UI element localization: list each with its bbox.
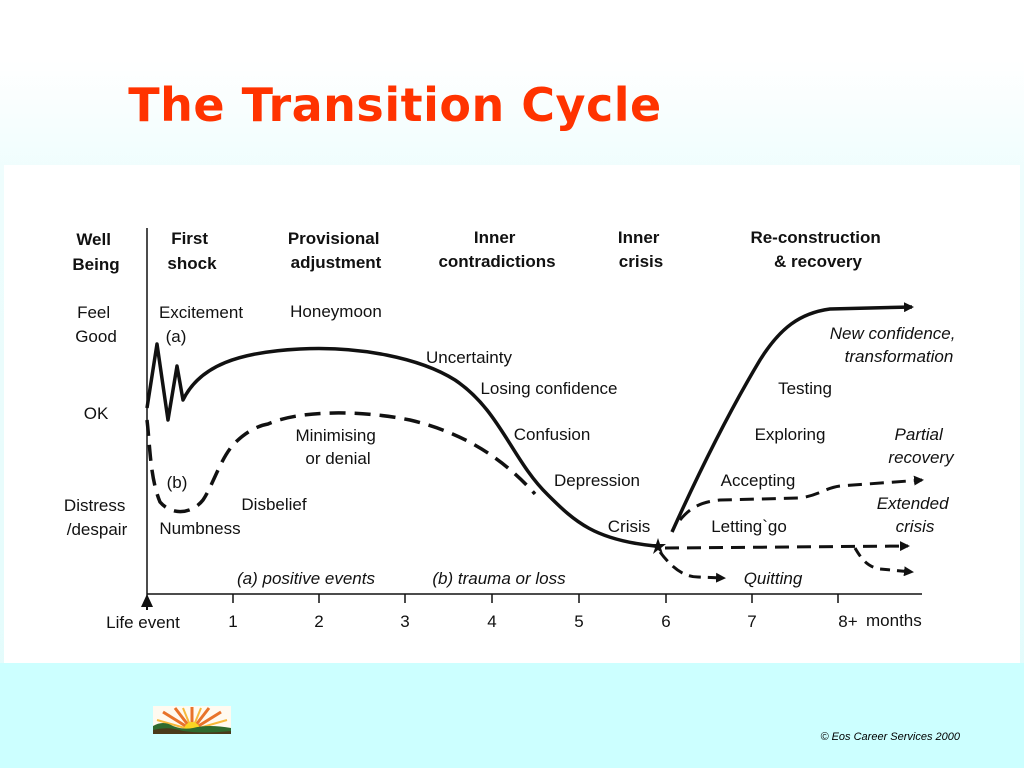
- level-ok: OK: [84, 404, 109, 423]
- x-tick-4: 4: [487, 612, 496, 631]
- curve-trauma-loss: [145, 411, 537, 514]
- label-uncertainty: Uncertainty: [426, 348, 512, 367]
- copyright-notice: © Eos Career Services 2000: [820, 731, 960, 743]
- stage-header-inner-contradictions: Inner contradictions: [438, 228, 555, 271]
- level-feel-good: Feel Good: [75, 303, 117, 346]
- label-excitement: Excitement: [159, 303, 243, 322]
- x-axis-ticks: [232, 594, 839, 603]
- path-extended-crisis: [664, 541, 910, 552]
- x-axis-start-label: Life event: [106, 613, 180, 632]
- legend-positive-events: (a) positive events: [237, 569, 375, 588]
- label-b: (b): [167, 473, 188, 492]
- path-partial-recovery: [678, 475, 924, 521]
- life-event-arrow-icon: [141, 594, 153, 607]
- label-confusion: Confusion: [514, 425, 591, 444]
- path-extended-crisis-drop: [853, 547, 914, 577]
- label-accepting: Accepting: [721, 471, 796, 490]
- label-losing-confidence: Losing confidence: [480, 379, 617, 398]
- curve-positive-events: [145, 342, 656, 548]
- axis-title: Well Being: [72, 230, 119, 274]
- label-partial-recovery: Partial recovery: [888, 425, 955, 467]
- x-axis-unit: months: [866, 611, 922, 630]
- x-tick-8plus: 8+: [838, 612, 857, 631]
- x-tick-3: 3: [400, 612, 409, 631]
- diagram-panel: [4, 165, 1020, 663]
- stage-header-reconstruction: Re-construction & recovery: [750, 228, 885, 271]
- x-tick-5: 5: [574, 612, 583, 631]
- x-tick-2: 2: [314, 612, 323, 631]
- label-a: (a): [166, 327, 187, 346]
- label-exploring: Exploring: [755, 425, 826, 444]
- path-quitting: [658, 551, 726, 583]
- label-crisis: Crisis: [608, 517, 651, 536]
- stage-header-provisional-adjustment: Provisional adjustment: [288, 229, 384, 272]
- stage-header-inner-crisis: Inner crisis: [618, 228, 664, 271]
- slide-title: The Transition Cycle: [128, 78, 662, 132]
- sunrise-logo: [153, 706, 231, 734]
- label-new-confidence: New confidence, transformation: [830, 324, 960, 366]
- x-tick-6: 6: [661, 612, 670, 631]
- label-honeymoon: Honeymoon: [290, 302, 382, 321]
- label-letting-go: Letting`go: [711, 517, 787, 536]
- x-tick-1: 1: [228, 612, 237, 631]
- crisis-star: [650, 538, 666, 554]
- label-depression: Depression: [554, 471, 640, 490]
- label-quitting: Quitting: [744, 569, 803, 588]
- curve-new-confidence: [670, 302, 914, 533]
- label-extended-crisis: Extended crisis: [877, 494, 954, 536]
- label-testing: Testing: [778, 379, 832, 398]
- label-disbelief: Disbelief: [241, 495, 306, 514]
- stage-header-first-shock: First shock: [167, 229, 217, 273]
- legend-trauma-loss: (b) trauma or loss: [432, 569, 566, 588]
- label-minimising: Minimising or denial: [295, 426, 380, 468]
- level-distress: Distress /despair: [64, 496, 130, 539]
- label-numbness: Numbness: [159, 519, 240, 538]
- x-tick-7: 7: [747, 612, 756, 631]
